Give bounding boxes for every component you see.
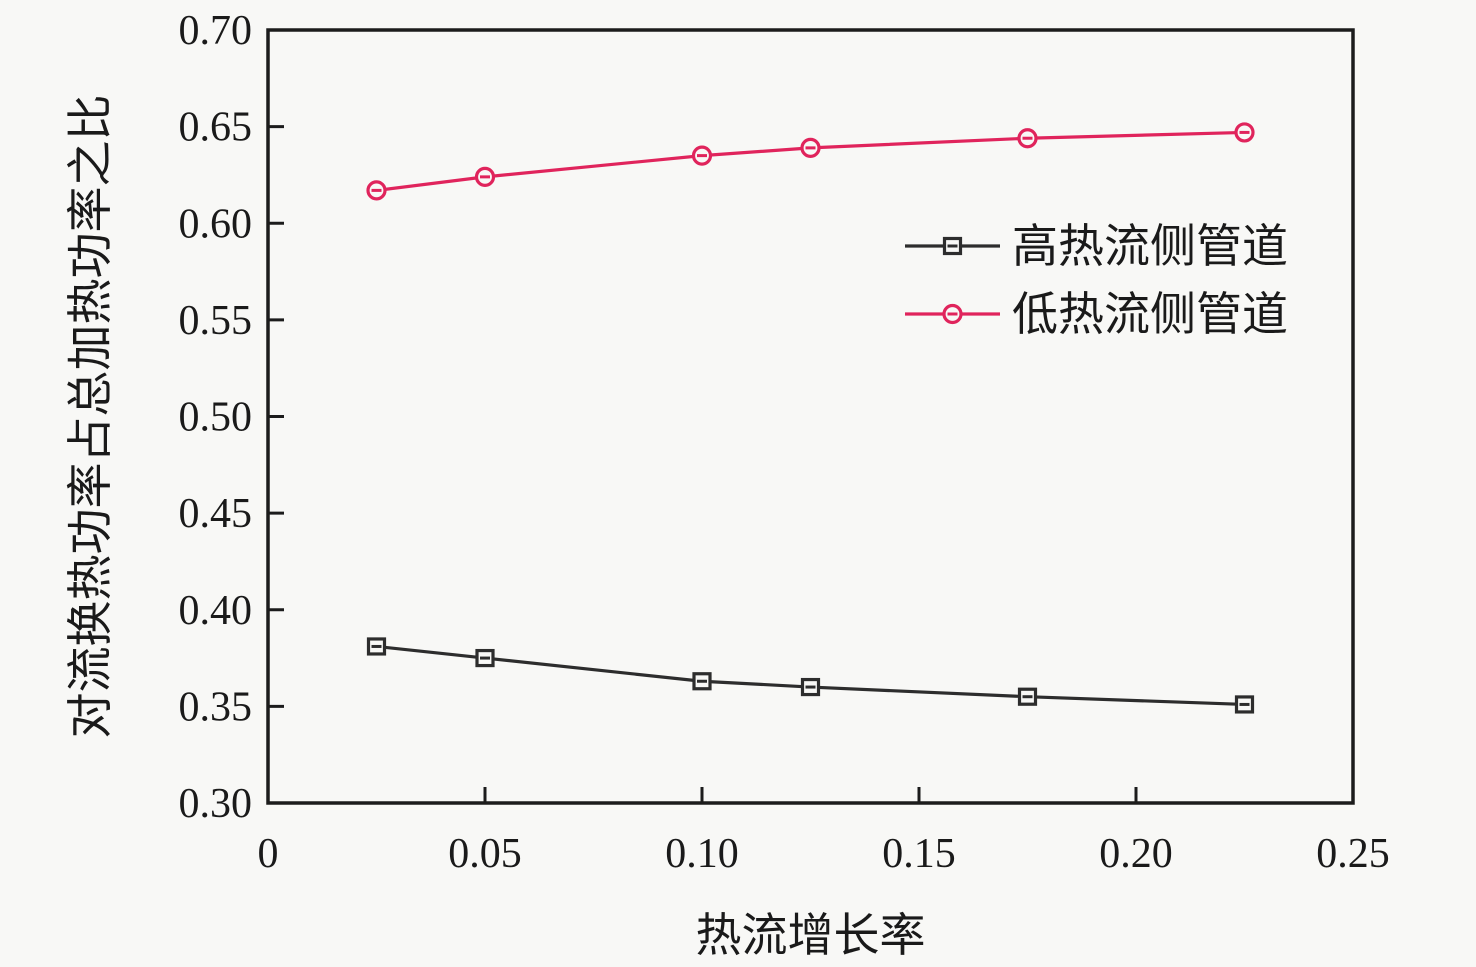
y-tick-label: 0.35	[179, 684, 253, 730]
axis-titles: 热流增长率 对流换热功率占总加热功率之比	[65, 95, 926, 962]
legend-label: 高热流侧管道	[1012, 221, 1288, 272]
y-tick-label: 0.30	[179, 781, 253, 827]
legend-label: 低热流侧管道	[1012, 289, 1288, 340]
series-0	[366, 637, 1255, 714]
x-tick-label: 0.20	[1099, 831, 1173, 877]
x-tick-label: 0.05	[448, 831, 522, 877]
series-line	[376, 644, 1245, 707]
series-1	[366, 122, 1255, 201]
x-tick-label: 0.25	[1316, 831, 1390, 877]
y-tick-label: 0.65	[179, 105, 253, 151]
legend-entry-1: 低热流侧管道	[905, 289, 1288, 340]
series-line	[376, 130, 1245, 192]
y-tick-label: 0.70	[179, 8, 253, 54]
y-tick-label: 0.55	[179, 298, 253, 344]
axis-tick-labels: 0 0.05 0.10 0.15 0.20 0.25 0.30 0.35 0.40 0.45 0.5…	[179, 8, 1390, 877]
legend-entry-0: 高热流侧管道	[905, 221, 1288, 272]
x-tick-label: 0.15	[882, 831, 956, 877]
y-tick-label: 0.45	[179, 491, 253, 537]
y-axis-title: 对流换热功率占总加热功率之比	[65, 95, 116, 739]
axis-ticks	[268, 125, 1138, 803]
y-tick-label: 0.60	[179, 201, 253, 247]
data-series	[366, 122, 1255, 714]
x-tick-label: 0.10	[665, 831, 739, 877]
y-tick-label: 0.40	[179, 588, 253, 634]
y-tick-label: 0.50	[179, 395, 253, 441]
x-axis-title: 热流增长率	[696, 910, 926, 961]
x-tick-label: 0	[258, 831, 279, 877]
